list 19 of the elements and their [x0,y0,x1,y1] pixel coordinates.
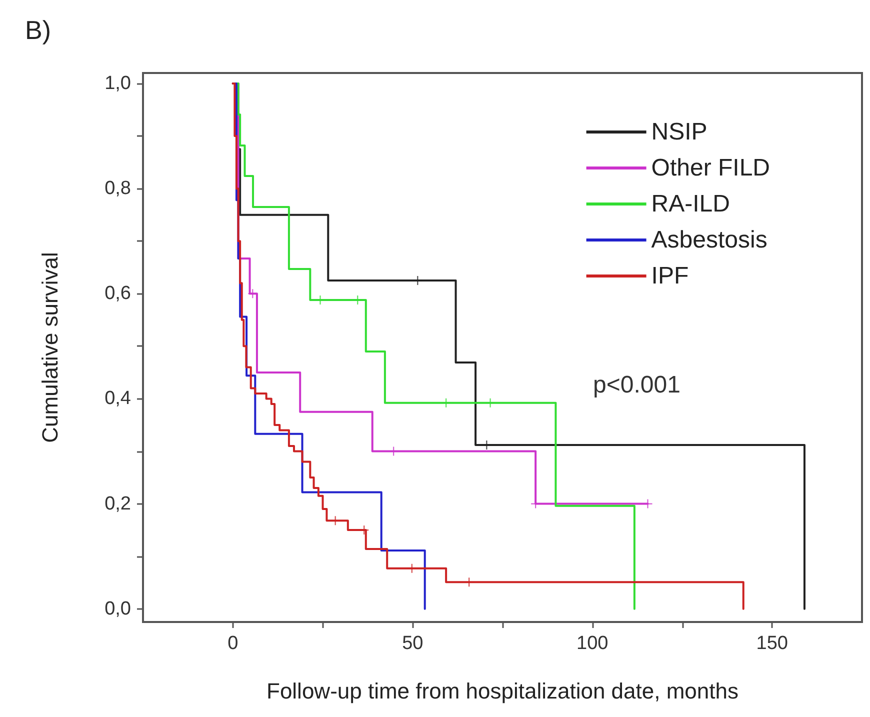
x-axis-title: Follow-up time from hospitalization date, months [266,678,738,704]
legend-label: IPF [651,262,689,290]
y-tick-label: 0,0 [104,598,131,620]
x-tick-label: 0 [228,633,238,654]
y-tick-label: 1,0 [104,73,131,94]
legend-label: RA-ILD [651,190,730,218]
legend-label: Asbestosis [651,226,768,254]
y-tick-label: 0,8 [104,178,131,200]
x-tick-label: 50 [402,633,424,654]
y-tick-label: 0,2 [104,493,131,514]
x-tick-label: 150 [756,633,788,654]
annotation: p<0.001 [593,372,680,398]
legend-label: NSIP [651,118,708,146]
legend-label: Other FILD [651,154,770,182]
y-tick-label: 0,6 [104,283,131,304]
y-tick-label: 0,4 [104,388,132,410]
x-tick-label: 100 [576,633,608,654]
chart-title: B) [25,15,51,45]
y-axis-title: Cumulative survival [38,252,62,443]
